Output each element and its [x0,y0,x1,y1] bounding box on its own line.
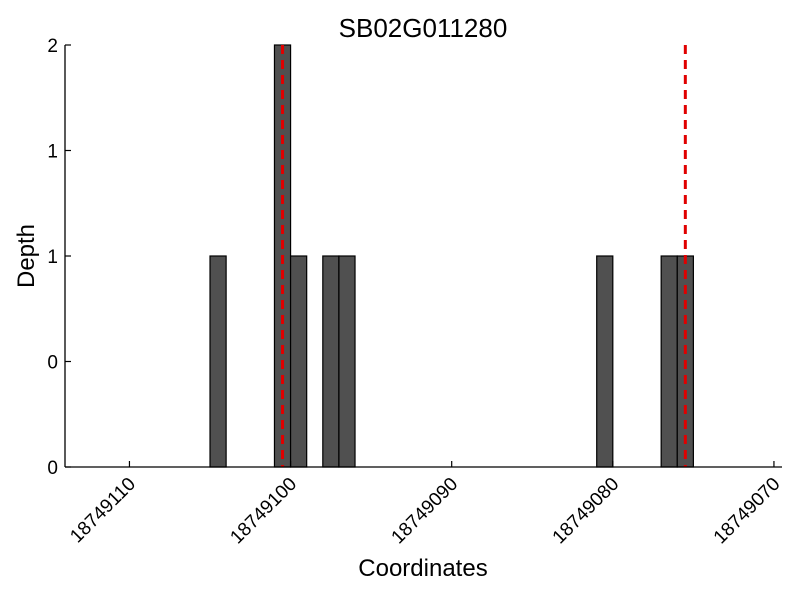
bars-group [209,44,694,468]
y-tick-label-4: 2 [47,36,58,57]
x-tick-label-2: 18749090 [388,474,463,549]
bar-6 [660,255,678,468]
y-tick-label-3: 1 [47,142,58,163]
chart-title: SB02G011280 [339,13,508,43]
x-tick-label-0: 18749110 [66,474,140,548]
bar-5 [596,255,614,468]
x-axis-label: Coordinates [358,555,487,582]
bar-3 [322,255,340,468]
bar-4 [338,255,356,468]
vlines-group [281,45,687,467]
y-axis-label: Depth [13,224,40,288]
y-tick-label-1: 0 [47,353,58,374]
bar-2 [289,255,308,468]
x-tick-label-1: 18749100 [226,474,301,549]
y-tick-label-2: 1 [47,247,58,268]
bar-0 [209,255,227,468]
x-tick-label-4: 18749070 [710,474,785,549]
x-tick-label-3: 18749080 [549,474,624,549]
y-tick-label-0: 0 [47,458,58,479]
